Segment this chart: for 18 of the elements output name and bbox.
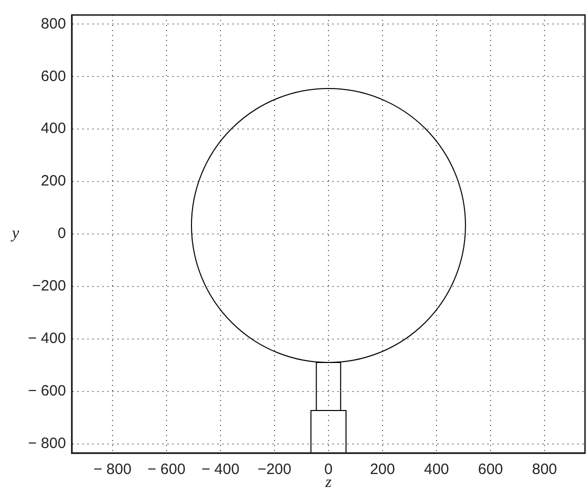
y-tick-label: 200 <box>40 172 66 190</box>
y-tick-label: 0 <box>58 225 66 242</box>
x-tick-label: 400 <box>424 461 449 478</box>
x-tick-label: 800 <box>532 461 558 478</box>
y-tick-label: 600 <box>40 68 66 85</box>
y-axis-title: y <box>10 225 20 242</box>
y-tick-label: 800 <box>40 15 66 32</box>
y-tick-label: − 800 <box>28 434 66 452</box>
y-tick-label: − 400 <box>28 330 66 348</box>
x-tick-label: − 400 <box>201 461 240 478</box>
y-tick-label: − 600 <box>28 382 66 400</box>
y-tick-label: 400 <box>40 120 66 138</box>
x-tick-label: − 800 <box>93 461 132 478</box>
x-tick-label: − 600 <box>147 461 186 478</box>
x-tick-label: −200 <box>258 461 292 478</box>
x-tick-label: 600 <box>478 461 504 478</box>
x-tick-label: 200 <box>370 461 395 478</box>
y-tick-label: −200 <box>32 278 66 295</box>
